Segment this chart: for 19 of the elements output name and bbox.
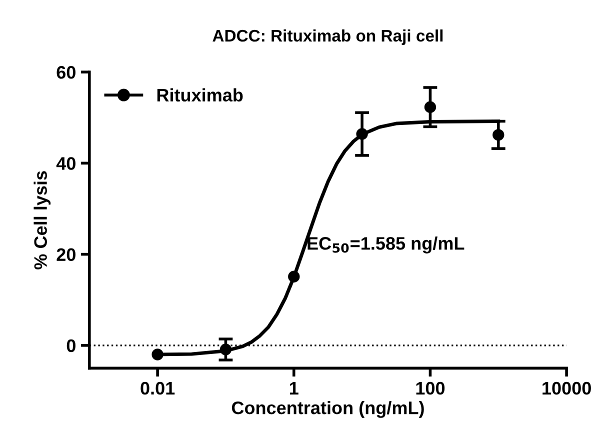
chart-title: ADCC: Rituximab on Raji cell (212, 29, 443, 45)
x-axis-title: Concentration (ng/mL) (232, 400, 424, 418)
x-tick-label: 100 (416, 382, 445, 395)
y-tick-label: 40 (56, 157, 76, 170)
point (288, 270, 300, 282)
y-tick-label: 60 (56, 66, 76, 79)
y-tick-label: 20 (56, 248, 76, 262)
point (424, 101, 436, 113)
y-tick-label: 0 (66, 339, 76, 352)
x-tick-label: 10000 (542, 382, 591, 395)
point (492, 129, 504, 141)
point (220, 344, 232, 356)
point (152, 348, 164, 360)
legend-label: Rituximab (157, 88, 243, 102)
x-tick-label: 1 (290, 382, 298, 394)
y-axis-title: % Cell lysis (34, 171, 51, 270)
annotation: EC$_{50}$=1.585 ng/mL (308, 236, 464, 254)
point (356, 128, 368, 140)
x-tick-label: 0.01 (140, 382, 175, 395)
